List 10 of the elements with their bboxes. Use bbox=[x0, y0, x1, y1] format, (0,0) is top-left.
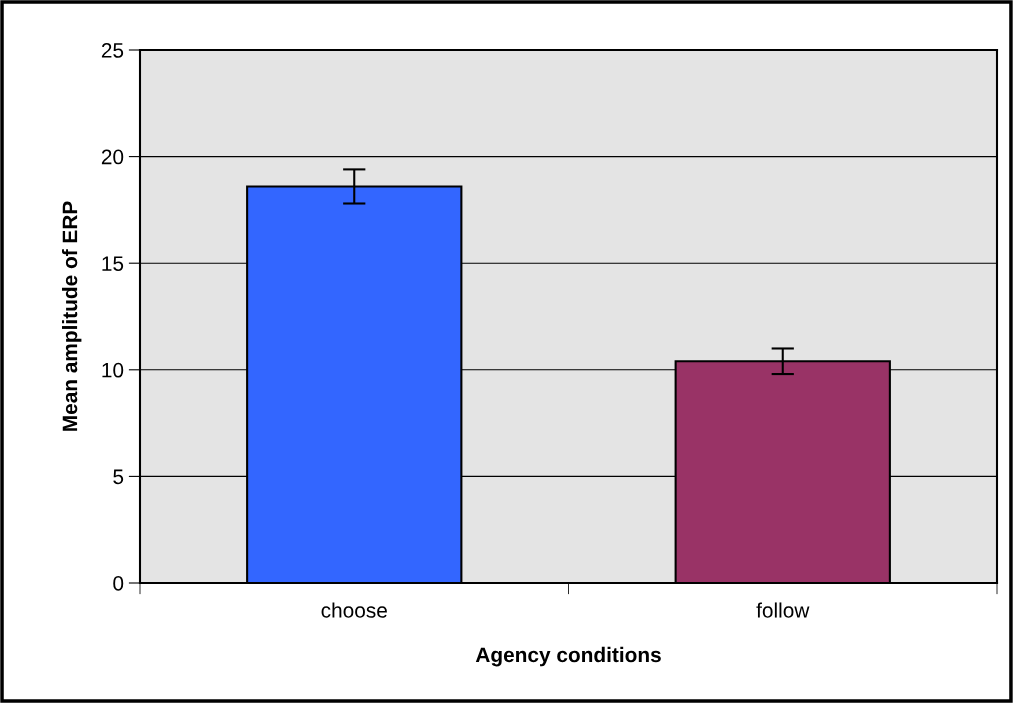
y-axis-title: Mean amplitude of ERP bbox=[61, 201, 82, 431]
x-tick-label: choose bbox=[321, 602, 387, 618]
y-tick-label: 0 bbox=[113, 576, 124, 591]
x-axis-title: Agency conditions bbox=[475, 646, 661, 667]
y-tick-label: 20 bbox=[101, 149, 124, 165]
x-tick-label: follow bbox=[756, 602, 810, 618]
y-tick-label: 5 bbox=[113, 469, 124, 485]
y-tick-label: 25 bbox=[101, 43, 124, 58]
y-tick-label: 15 bbox=[102, 256, 124, 271]
y-tick-label: 10 bbox=[102, 362, 124, 378]
